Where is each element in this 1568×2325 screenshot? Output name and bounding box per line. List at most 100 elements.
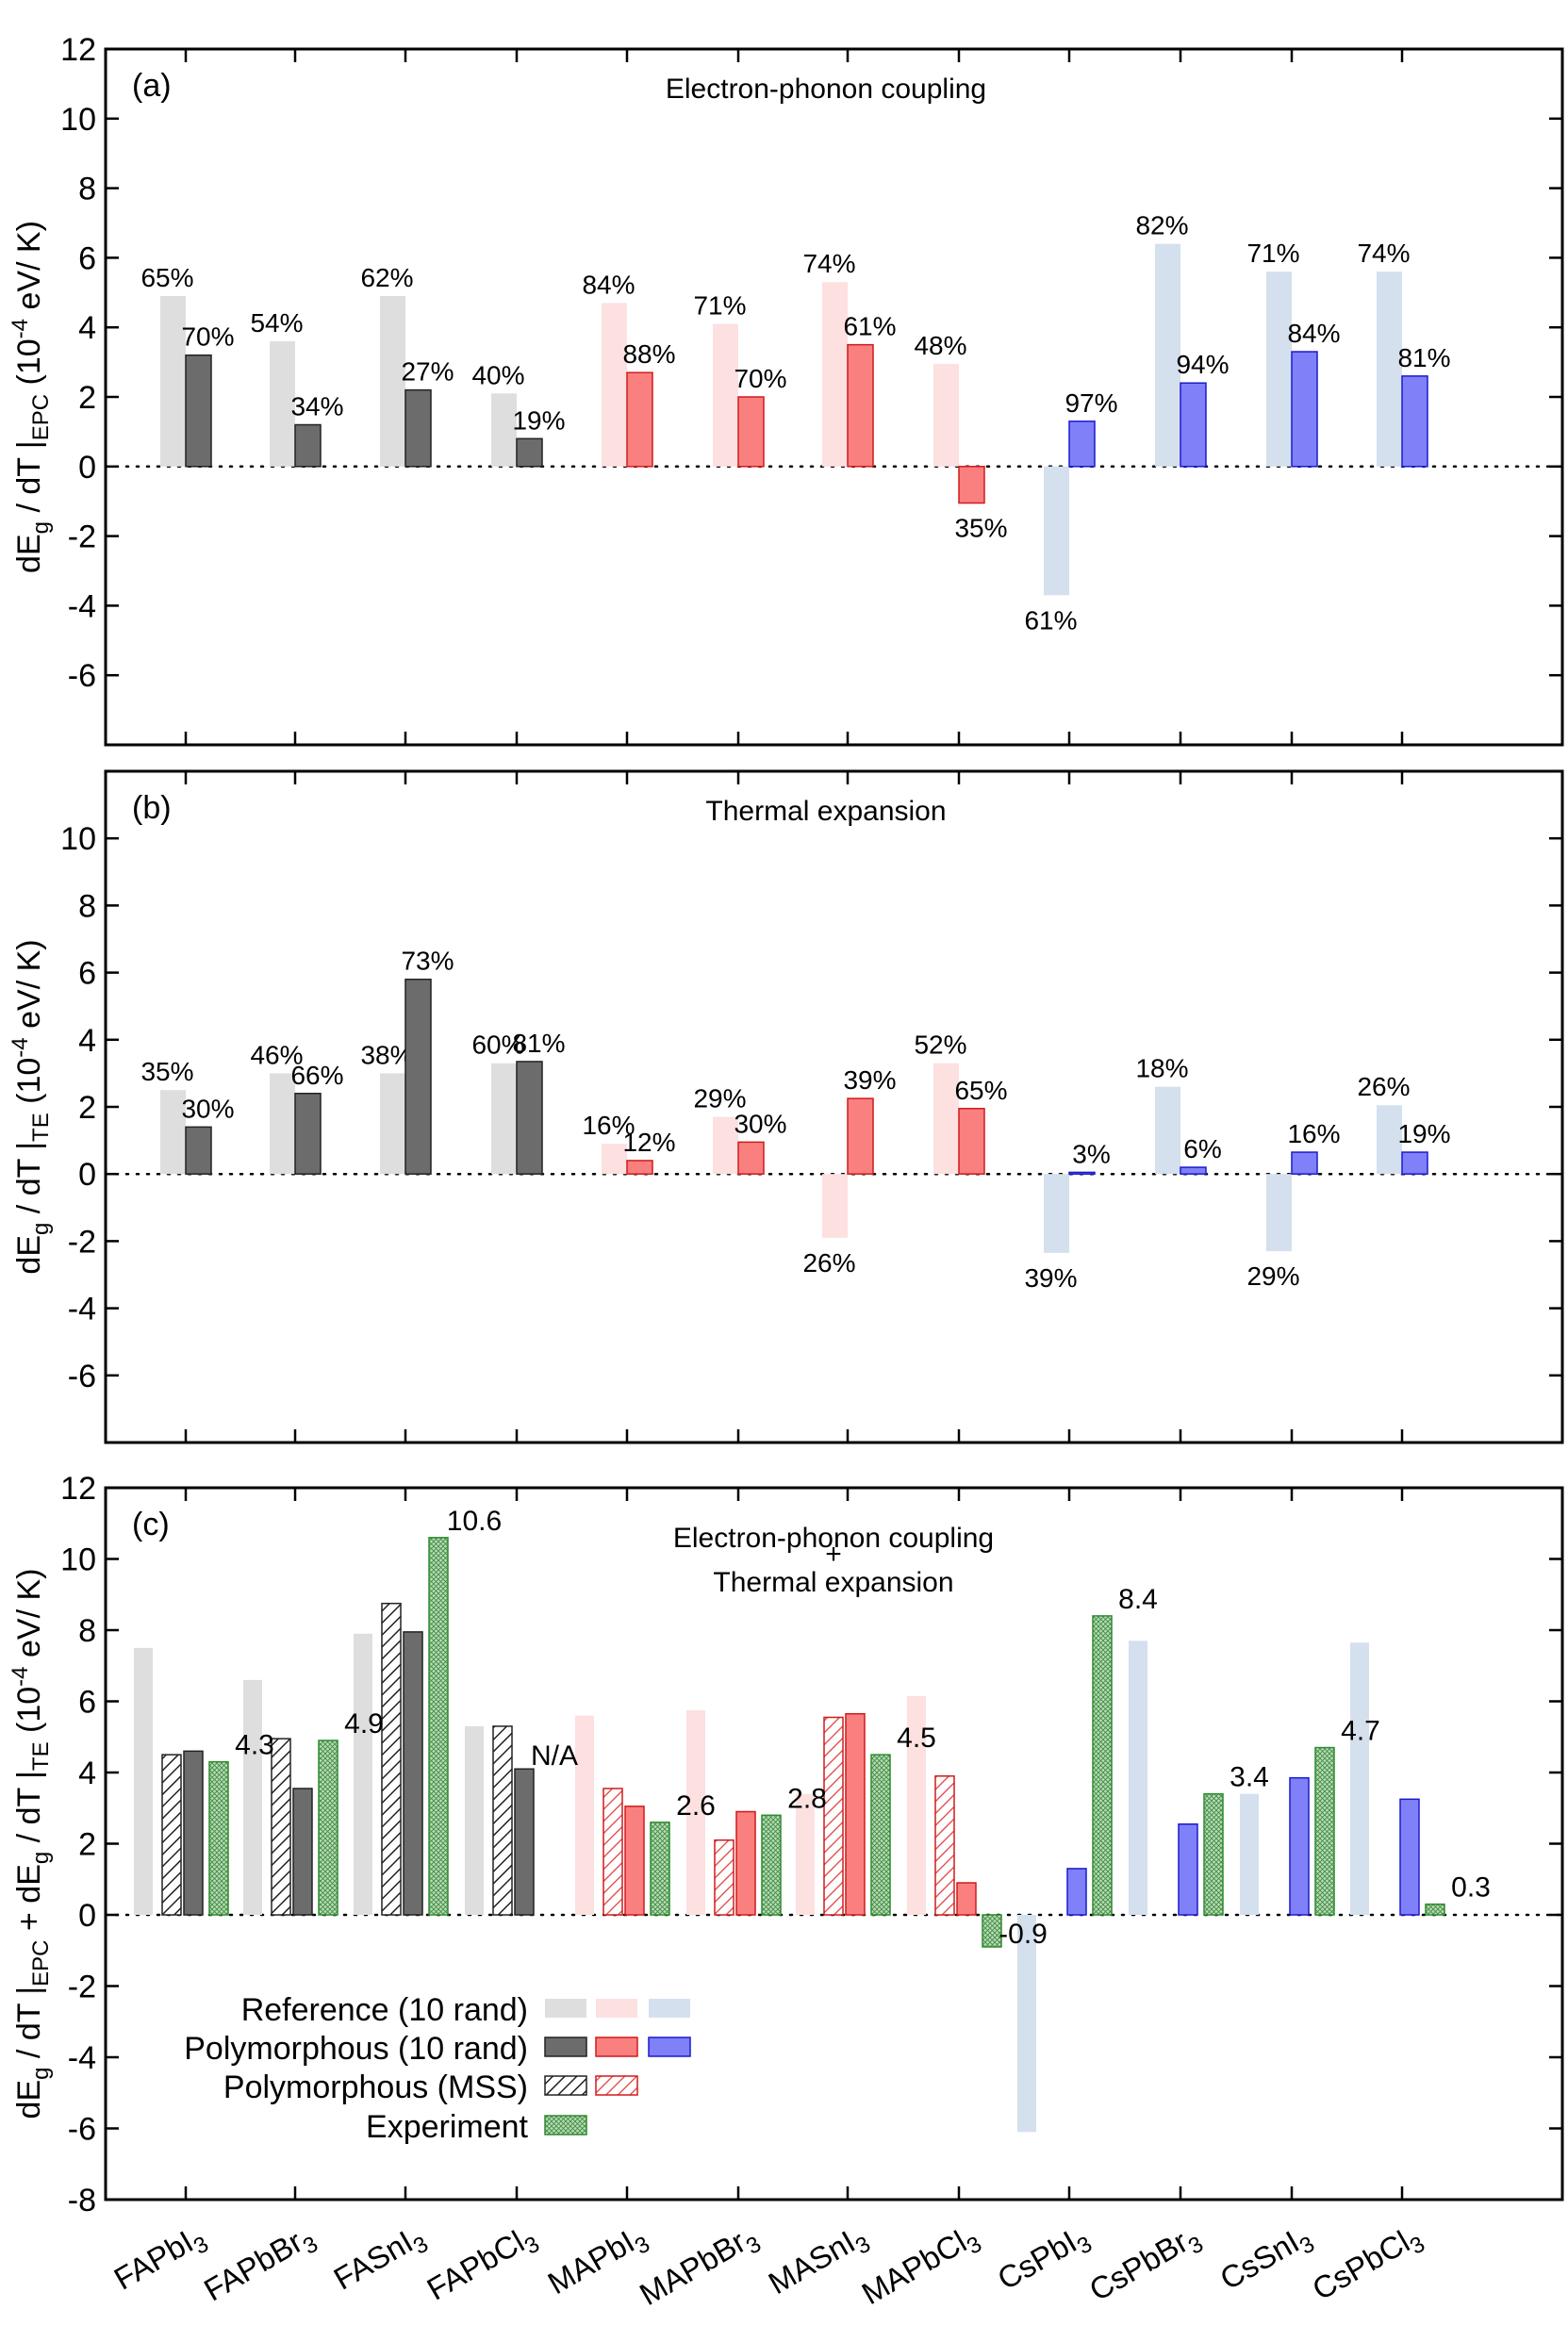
bar-ref-FAPbCl	[491, 1063, 517, 1175]
bar-ref-CsPbBr	[1155, 1086, 1180, 1175]
bar-poly-FAPbBr	[294, 1093, 322, 1175]
y-tick-label: -2	[68, 1970, 96, 2005]
value-label: 0.3	[1451, 1872, 1491, 1904]
bar-poly-FASnI	[404, 388, 432, 468]
panel-letter: (c)	[132, 1507, 170, 1542]
percent-label: 74%	[802, 249, 855, 278]
bar-ref-MASnI	[822, 1174, 848, 1238]
panel-letter: (b)	[132, 790, 172, 826]
percent-label: 30%	[181, 1094, 234, 1123]
bar-ref-FASnI	[354, 1633, 372, 1915]
legend-swatch	[649, 1999, 690, 2018]
percent-label: 84%	[582, 270, 635, 299]
y-tick-label: 0	[78, 1898, 96, 1934]
y-tick-label: 8	[78, 888, 96, 924]
percent-label: 19%	[1397, 1119, 1450, 1148]
category-label: MASnI3	[763, 2218, 875, 2306]
y-axis-label-part: dE	[11, 2080, 47, 2119]
bar-ref-CsPbCl	[1377, 272, 1402, 467]
category-label: CsSnI3	[1214, 2218, 1319, 2302]
bar-poly-MAPbCl	[958, 466, 985, 504]
percent-label: 27%	[401, 357, 454, 387]
category-label: FAPbCl3	[421, 2218, 544, 2313]
y-tick-label: 6	[78, 1685, 96, 1721]
y-axis-label-part: / dT |	[11, 1771, 47, 1852]
value-label: 2.6	[676, 1790, 716, 1822]
percent-label: 3%	[1072, 1139, 1110, 1168]
bar-ref-CsSnI	[1240, 1793, 1259, 1915]
percent-label: 18%	[1135, 1054, 1188, 1083]
bar-poly-CsPbI	[1066, 1868, 1087, 1916]
y-axis-label-part: dE	[11, 534, 47, 573]
percent-label: 60%	[471, 1031, 524, 1060]
bar-mss-MAPbBr	[714, 1839, 734, 1916]
percent-label: 71%	[1246, 239, 1299, 268]
legend-swatch	[544, 2036, 587, 2057]
category-name: FAPbBr	[198, 2224, 308, 2308]
legend-label: Polymorphous (10 rand)	[184, 2031, 528, 2067]
percent-label: 26%	[1357, 1072, 1410, 1101]
category-label: FASnI3	[328, 2218, 433, 2302]
legend-swatch	[544, 2115, 587, 2135]
bar-exp-MAPbCl	[982, 1914, 1002, 1948]
y-axis-label: dEg / dT |TE (10-4 eV/ K)	[8, 939, 54, 1274]
bar-poly-MASnI	[845, 1712, 866, 1916]
value-label: 4.5	[897, 1723, 936, 1754]
y-tick-label: 4	[78, 1756, 96, 1791]
bar-exp-CsPbCl	[1425, 1903, 1445, 1916]
percent-label: 65%	[954, 1076, 1007, 1105]
bar-mss-MAPbI	[602, 1788, 623, 1916]
percent-label: 61%	[1024, 605, 1077, 635]
bar-ref-FASnI	[380, 1073, 405, 1175]
y-tick-label: -6	[68, 2112, 96, 2148]
value-label: 4.9	[344, 1708, 384, 1740]
bar-ref-MAPbBr	[713, 1116, 738, 1175]
legend-swatch	[595, 2075, 638, 2096]
bar-ref-CsPbI	[1017, 1915, 1036, 2133]
bar-ref-CsPbBr	[1129, 1641, 1147, 1915]
bar-poly-FAPbCl	[516, 1061, 543, 1175]
bar-ref-FAPbBr	[270, 340, 295, 467]
bar-poly-FAPbI	[183, 1750, 204, 1916]
legend-swatch	[544, 2075, 587, 2096]
y-axis-label-part: g	[28, 2068, 54, 2080]
percent-label: 71%	[693, 291, 746, 321]
bar-poly-FAPbCl	[514, 1768, 535, 1916]
bar-poly-CsPbBr	[1180, 1166, 1207, 1175]
percent-label: 16%	[582, 1111, 635, 1140]
y-axis-label-part: dE	[11, 1235, 47, 1275]
bar-ref-CsPbCl	[1377, 1105, 1402, 1175]
category-name: MAPbI	[542, 2224, 640, 2301]
bar-ref-CsPbI	[1044, 1174, 1069, 1253]
value-label: N/A	[531, 1740, 578, 1772]
bar-ref-MAPbCl	[907, 1695, 926, 1915]
percent-label: 65%	[140, 263, 193, 292]
percent-label: 62%	[360, 263, 413, 292]
bar-ref-MAPbCl	[933, 363, 959, 467]
y-axis-label-part: eV/ K)	[11, 939, 47, 1037]
bar-poly-MAPbCl	[958, 1108, 985, 1175]
bar-poly-MAPbBr	[737, 396, 765, 468]
y-axis-label-part: EPC	[28, 394, 54, 440]
y-tick-label: 10	[60, 821, 96, 857]
bar-poly-MAPbBr	[735, 1810, 756, 1916]
bar-poly-CsPbI	[1068, 1171, 1096, 1175]
category-name: FAPbI	[108, 2224, 199, 2297]
y-tick-label: 2	[78, 380, 96, 416]
y-tick-label: -2	[68, 519, 96, 555]
y-tick-label: 12	[60, 32, 96, 68]
percent-label: 74%	[1357, 239, 1410, 268]
bar-poly-CsPbCl	[1399, 1798, 1420, 1916]
panel-title-line1: Electron-phonon coupling	[673, 1523, 994, 1554]
panel-title-line3: Thermal expansion	[713, 1567, 953, 1598]
y-tick-label: -4	[68, 2040, 96, 2076]
percent-label: 29%	[1246, 1261, 1299, 1291]
y-tick-label: 0	[78, 450, 96, 486]
y-axis-label-part: EPC	[28, 1939, 54, 1986]
category-name: MAPbBr	[634, 2224, 751, 2312]
y-axis-label-part: g	[28, 1852, 54, 1864]
plot-frame	[104, 769, 1564, 1444]
y-tick-label: 10	[60, 102, 96, 138]
percent-label: 54%	[250, 308, 303, 338]
